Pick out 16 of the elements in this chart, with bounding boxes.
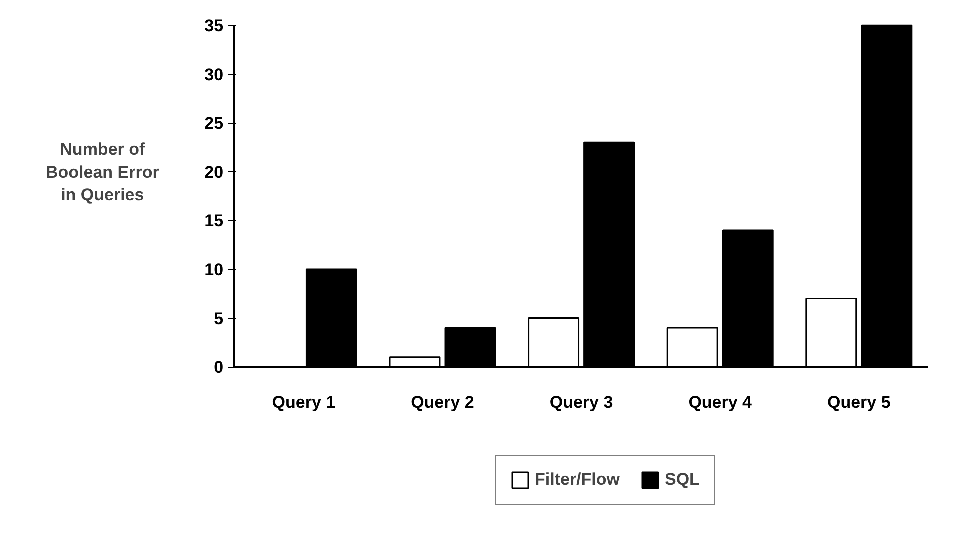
y-axis-title: Number of Boolean Error in Queries <box>46 140 160 205</box>
x-tick-label: Query 4 <box>688 393 753 412</box>
x-tick-label: Query 3 <box>550 393 614 412</box>
y-tick-label: 0 <box>214 358 224 378</box>
y-tick-label: 15 <box>204 212 224 231</box>
y-tick-label: 5 <box>214 309 224 328</box>
x-tick-label: Query 1 <box>272 393 336 412</box>
y-tick-label: 25 <box>204 114 224 134</box>
y-tick-label: 35 <box>204 16 224 36</box>
legend-label: SQL <box>665 470 700 490</box>
y-tick-label: 30 <box>204 65 224 84</box>
x-tick-label: Query 2 <box>411 393 474 412</box>
legend-label: Filter/Flow <box>535 470 620 490</box>
x-tick-label: Query 5 <box>828 393 891 412</box>
y-tick-label: 10 <box>204 260 224 280</box>
y-tick-label: 20 <box>204 162 224 182</box>
